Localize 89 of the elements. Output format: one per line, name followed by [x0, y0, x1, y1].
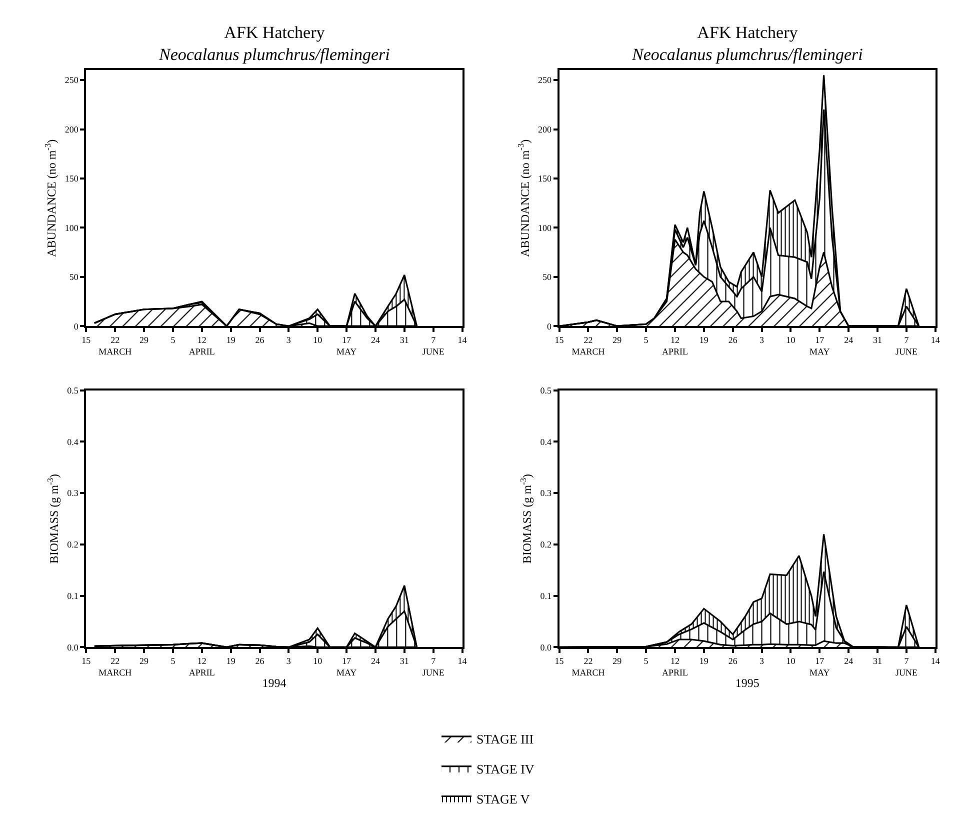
x-tick-label: 12 APRIL: [188, 656, 215, 678]
x-tick-label: 31: [400, 334, 409, 345]
x-tick-label: 17 MAY: [810, 656, 830, 678]
y-tick-label: 0.3: [540, 488, 552, 498]
x-tick-label: 26: [728, 656, 738, 666]
x-tick-label: 31: [873, 334, 882, 345]
y-tick-label: 100: [64, 222, 79, 233]
x-tick-label: 12 APRIL: [662, 656, 688, 678]
x-tick-label: 12 APRIL: [188, 334, 215, 357]
x-tick-label: 31: [400, 656, 409, 666]
x-tick-label: 7 JUNE: [895, 656, 918, 678]
x-tick-label: 14: [458, 334, 468, 345]
x-tick-label: 10: [786, 656, 796, 666]
x-tick-label: 22 MARCH: [572, 334, 606, 357]
legend-label: STAGE IV: [476, 761, 535, 776]
x-tick-label: 29: [140, 334, 150, 345]
x-tick-label: 5: [170, 656, 176, 666]
chart-subtitle: Neocalanus plumchrus/flemingeri: [158, 45, 390, 64]
y-tick-label: 0.2: [540, 540, 552, 550]
x-tick-label: 10: [313, 656, 323, 666]
x-tick-label: 14: [930, 334, 940, 345]
x-tick-label: 31: [873, 656, 882, 666]
y-tick-label: 250: [64, 75, 79, 86]
x-tick-label: 10: [786, 334, 796, 345]
y-tick-label: 0.5: [540, 385, 552, 396]
x-tick-label: 17 MAY: [810, 334, 830, 357]
x-tick-label: 19: [699, 334, 709, 345]
x-axis-title: 1995: [735, 676, 760, 690]
x-tick-label: 19: [226, 656, 236, 666]
x-tick-label: 3: [286, 334, 292, 345]
x-tick-label: 24: [370, 334, 380, 345]
x-tick-label: 17 MAY: [336, 656, 358, 678]
x-tick-label: 29: [612, 656, 622, 666]
x-tick-label: 14: [930, 656, 940, 666]
x-tick-label: 26: [255, 334, 265, 345]
x-tick-label: 22 MARCH: [98, 334, 132, 357]
x-tick-label: 7 JUNE: [422, 334, 445, 357]
x-tick-label: 5: [170, 334, 176, 345]
x-tick-label: 17 MAY: [336, 334, 358, 357]
legend-label: STAGE III: [476, 732, 534, 747]
y-tick-label: 0.0: [67, 642, 79, 652]
y-tick-label: 0.5: [67, 385, 79, 396]
x-tick-label: 14: [458, 656, 468, 666]
x-tick-label: 3: [760, 656, 765, 666]
x-tick-label: 7 JUNE: [895, 334, 918, 357]
x-tick-label: 7 JUNE: [422, 656, 445, 678]
y-tick-label: 0.2: [67, 540, 78, 550]
x-tick-label: 19: [699, 656, 709, 666]
x-tick-label: 15: [554, 656, 564, 666]
x-tick-label: 15: [82, 334, 92, 345]
x-tick-label: 26: [255, 656, 265, 666]
chart-subtitle: Neocalanus plumchrus/flemingeri: [631, 45, 864, 64]
y-tick-label: 100: [538, 222, 552, 233]
x-tick-label: 24: [370, 656, 380, 666]
x-axis-title: 1994: [262, 676, 286, 690]
y-tick-label: 200: [64, 124, 79, 134]
x-tick-label: 29: [612, 334, 622, 345]
y-tick-label: 0: [74, 321, 79, 332]
y-tick-label: 0: [546, 321, 552, 332]
x-tick-label: 5: [644, 334, 649, 345]
x-tick-label: 26: [728, 334, 738, 345]
x-tick-label: 29: [140, 656, 150, 666]
x-tick-label: 15: [554, 334, 564, 345]
y-tick-label: 50: [542, 272, 552, 282]
y-tick-label: 50: [69, 272, 79, 282]
x-tick-label: 24: [844, 334, 854, 345]
x-tick-label: 22 MARCH: [572, 656, 606, 678]
y-tick-label: 0.4: [540, 436, 552, 447]
y-tick-label: 0.1: [67, 590, 78, 601]
y-tick-label: 0.1: [540, 590, 552, 601]
x-tick-label: 15: [82, 656, 92, 666]
x-tick-label: 10: [313, 334, 323, 345]
y-tick-label: 0.3: [67, 488, 79, 498]
chart-title: AFK Hatchery: [224, 23, 326, 42]
y-tick-label: 0.0: [540, 642, 552, 652]
x-tick-label: 22 MARCH: [98, 656, 132, 678]
x-tick-label: 3: [760, 334, 765, 345]
y-tick-label: 250: [538, 75, 552, 86]
legend-label: STAGE V: [476, 791, 530, 806]
x-tick-label: 5: [644, 656, 649, 666]
x-tick-label: 19: [226, 334, 236, 345]
x-tick-label: 3: [286, 656, 292, 666]
y-tick-label: 150: [64, 174, 79, 184]
y-tick-label: 200: [538, 124, 552, 134]
x-tick-label: 12 APRIL: [662, 334, 688, 357]
y-tick-label: 150: [538, 174, 552, 184]
x-tick-label: 24: [844, 656, 854, 666]
y-tick-label: 0.4: [67, 436, 79, 447]
chart-title: AFK Hatchery: [697, 23, 798, 42]
